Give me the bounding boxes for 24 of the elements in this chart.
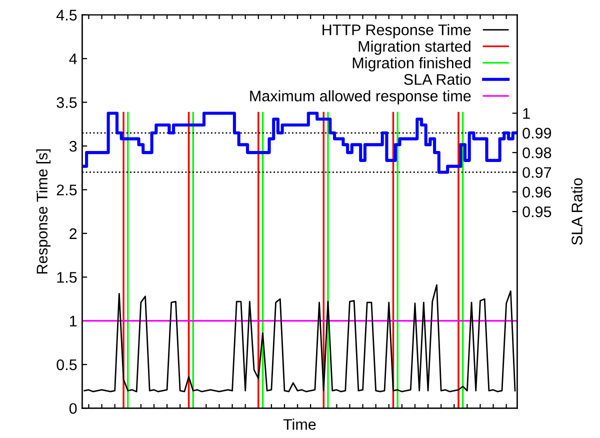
y2-tick-label: 0.96 [522, 186, 552, 198]
x-axis-title: Time [283, 418, 316, 430]
legend-label: Migration finished [352, 57, 470, 72]
y-tick-label: 3 [69, 140, 77, 152]
y2-tick-label: 1 [523, 108, 530, 119]
y-tick-label: 3.5 [56, 97, 77, 108]
y-axis-title: Response Time [s] [36, 149, 51, 274]
legend-label: Migration started [358, 40, 470, 55]
legend-label: Maximum allowed response time [250, 90, 471, 104]
y-tick-label: 4.5 [56, 10, 77, 21]
legend-label: HTTP Response Time [322, 24, 471, 38]
legend-label: SLA Ratio [404, 74, 471, 85]
y-tick-label: 1.5 [57, 272, 77, 283]
y2-tick-label: 0.98 [522, 147, 552, 158]
y-tick-label: 1 [70, 316, 77, 326]
y-tick-label: 2.5 [56, 184, 77, 196]
y2-tick-label: 0.97 [522, 167, 552, 178]
y-tick-label: 2 [70, 228, 77, 239]
y2-tick-label: 0.99 [522, 128, 552, 139]
y-tick-label: 0.5 [56, 359, 77, 370]
y-tick-label: 0 [69, 403, 77, 414]
y2-tick-label: 0.95 [522, 206, 552, 218]
y-tick-label: 4 [69, 54, 77, 64]
y2-axis-title: SLA Ratio [571, 178, 582, 245]
